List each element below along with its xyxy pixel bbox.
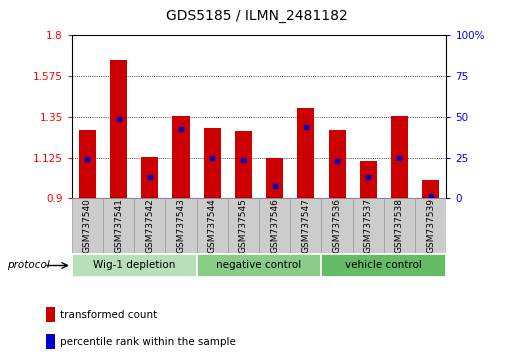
FancyBboxPatch shape bbox=[228, 198, 259, 253]
Bar bbox=[298, 108, 314, 198]
FancyBboxPatch shape bbox=[196, 198, 228, 253]
Text: percentile rank within the sample: percentile rank within the sample bbox=[60, 337, 236, 347]
Bar bbox=[328, 130, 346, 198]
Bar bbox=[110, 60, 127, 198]
FancyBboxPatch shape bbox=[384, 198, 415, 253]
FancyBboxPatch shape bbox=[322, 198, 353, 253]
Text: GSM737544: GSM737544 bbox=[208, 198, 217, 253]
Text: GSM737547: GSM737547 bbox=[301, 198, 310, 253]
Text: GSM737540: GSM737540 bbox=[83, 198, 92, 253]
Text: GSM737536: GSM737536 bbox=[332, 198, 342, 253]
Text: GSM737545: GSM737545 bbox=[239, 198, 248, 253]
FancyBboxPatch shape bbox=[134, 198, 165, 253]
Text: GDS5185 / ILMN_2481182: GDS5185 / ILMN_2481182 bbox=[166, 9, 347, 23]
Bar bbox=[204, 128, 221, 198]
FancyBboxPatch shape bbox=[196, 254, 322, 277]
Bar bbox=[79, 130, 96, 198]
Bar bbox=[422, 180, 439, 198]
FancyBboxPatch shape bbox=[353, 198, 384, 253]
Bar bbox=[46, 307, 55, 322]
Bar bbox=[391, 116, 408, 198]
Bar bbox=[266, 158, 283, 198]
Text: transformed count: transformed count bbox=[60, 310, 157, 320]
FancyBboxPatch shape bbox=[72, 198, 103, 253]
FancyBboxPatch shape bbox=[103, 198, 134, 253]
Text: GSM737538: GSM737538 bbox=[395, 198, 404, 253]
Text: vehicle control: vehicle control bbox=[345, 261, 422, 270]
FancyBboxPatch shape bbox=[165, 198, 196, 253]
Text: Wig-1 depletion: Wig-1 depletion bbox=[93, 261, 175, 270]
Text: GSM737539: GSM737539 bbox=[426, 198, 435, 253]
FancyBboxPatch shape bbox=[415, 198, 446, 253]
Text: negative control: negative control bbox=[216, 261, 302, 270]
Text: GSM737541: GSM737541 bbox=[114, 198, 123, 253]
Text: GSM737543: GSM737543 bbox=[176, 198, 186, 253]
Bar bbox=[172, 116, 190, 198]
FancyBboxPatch shape bbox=[322, 254, 446, 277]
Bar bbox=[360, 161, 377, 198]
FancyBboxPatch shape bbox=[72, 254, 196, 277]
Text: protocol: protocol bbox=[7, 261, 49, 270]
Bar bbox=[46, 334, 55, 349]
FancyBboxPatch shape bbox=[259, 198, 290, 253]
Bar bbox=[141, 156, 159, 198]
Text: GSM737542: GSM737542 bbox=[145, 198, 154, 253]
Text: GSM737546: GSM737546 bbox=[270, 198, 279, 253]
FancyBboxPatch shape bbox=[290, 198, 322, 253]
Text: GSM737537: GSM737537 bbox=[364, 198, 373, 253]
Bar bbox=[235, 131, 252, 198]
